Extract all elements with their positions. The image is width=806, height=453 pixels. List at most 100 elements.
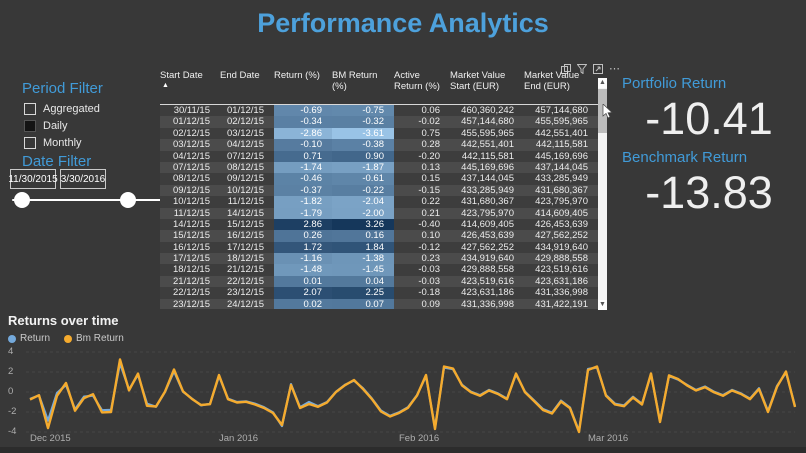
- table-cell: 1.72: [274, 241, 332, 254]
- table-cell: 442,551,401: [535, 127, 588, 139]
- table-row[interactable]: 11/12/15 14/12/15 -1.79 -2.00 0.21 423,795,97…: [160, 207, 598, 219]
- table-cell: 23/12/15: [227, 287, 264, 299]
- table-cell: 423,519,616: [461, 275, 514, 287]
- table-row[interactable]: 15/12/15 16/12/15 0.26 0.16 0.10 426,453,639 4…: [160, 230, 598, 242]
- date-slider-handle-left[interactable]: [14, 192, 30, 208]
- table-cell: 0.02: [274, 298, 332, 309]
- table-cell: 15/12/15: [227, 218, 264, 230]
- table-cell: 04/12/15: [173, 150, 210, 162]
- legend-dot-icon: [64, 334, 73, 343]
- period-option-aggregated[interactable]: Aggregated: [24, 101, 100, 117]
- table-row[interactable]: 07/12/15 08/12/15 -1.74 -1.87 0.13 445,169,69…: [160, 161, 598, 174]
- page-title: Performance Analytics: [257, 8, 549, 38]
- date-start-input[interactable]: 11/30/2015: [8, 169, 58, 189]
- table-cell: 01/12/15: [227, 105, 264, 116]
- legend-item[interactable]: Return: [8, 333, 50, 344]
- table-row[interactable]: 30/11/15 01/12/15 -0.69 -0.75 0.06 460,360,24…: [160, 105, 598, 117]
- period-option-monthly[interactable]: Monthly: [24, 135, 100, 151]
- table-cell: -0.61: [332, 173, 394, 185]
- table-cell: 0.28: [421, 139, 441, 151]
- table-row[interactable]: 23/12/15 24/12/15 0.02 0.07 0.09 431,336,998 4…: [160, 298, 598, 309]
- y-axis-tick-label: 0: [8, 386, 14, 397]
- table-body: 30/11/15 01/12/15 -0.69 -0.75 0.06 460,360,24…: [160, 105, 598, 309]
- table-scrollbar[interactable]: ▲ ▼: [598, 78, 607, 310]
- table-row[interactable]: 17/12/15 18/12/15 -1.16 -1.38 0.23 434,919,64…: [160, 253, 598, 265]
- table-row[interactable]: 02/12/15 03/12/15 -2.86 -3.61 0.75 455,595,96…: [160, 127, 598, 140]
- table-cell: -0.18: [418, 287, 440, 299]
- table-cell: 423,795,970: [535, 196, 588, 208]
- table-cell: 11/12/15: [227, 196, 264, 208]
- column-header[interactable]: Market Value Start (EUR): [450, 70, 506, 92]
- table-cell: 442,551,401: [461, 139, 514, 151]
- table-cell: -0.12: [418, 241, 440, 253]
- table-cell: 414,609,405: [461, 218, 514, 230]
- table-cell: -0.69: [274, 105, 332, 117]
- series-bm-return: [29, 358, 797, 434]
- table-cell: 2.86: [274, 218, 332, 231]
- table-cell: 414,609,405: [535, 207, 588, 219]
- checkbox-icon[interactable]: [24, 103, 36, 115]
- table-row[interactable]: 08/12/15 09/12/15 -0.46 -0.61 0.15 437,144,04…: [160, 173, 598, 185]
- column-header[interactable]: Start Date ▲: [160, 70, 203, 89]
- table-cell: 10/12/15: [227, 184, 264, 196]
- table-row[interactable]: 22/12/15 23/12/15 2.07 2.25 -0.18 423,631,186…: [160, 287, 598, 299]
- date-slider-handle-right[interactable]: [120, 192, 136, 208]
- scrollbar-thumb[interactable]: [598, 89, 607, 133]
- table-cell: -0.03: [418, 275, 440, 287]
- table-cell: 0.90: [332, 150, 394, 162]
- bottom-bar: [0, 447, 806, 453]
- copy-icon[interactable]: [561, 64, 571, 74]
- table-cell: -3.61: [332, 127, 394, 140]
- column-header[interactable]: End Date: [220, 70, 260, 81]
- table-cell: 14/12/15: [173, 218, 210, 230]
- table-cell: 0.22: [421, 196, 441, 208]
- portfolio-return-label: Portfolio Return: [622, 75, 727, 92]
- more-options-icon[interactable]: ⋯: [609, 63, 621, 75]
- table-cell: 0.26: [274, 230, 332, 242]
- column-header[interactable]: Market Value End (EUR): [524, 70, 580, 92]
- table-cell: 11/12/15: [173, 207, 210, 219]
- period-option-daily[interactable]: Daily: [24, 118, 100, 134]
- table-cell: -0.34: [274, 116, 332, 128]
- chart-legend: Return Bm Return: [8, 333, 124, 344]
- table-row[interactable]: 21/12/15 22/12/15 0.01 0.04 -0.03 423,519,616…: [160, 275, 598, 288]
- table-cell: 01/12/15: [173, 116, 210, 128]
- column-header[interactable]: Return (%): [274, 70, 320, 81]
- table-cell: -1.87: [332, 161, 394, 174]
- table-row[interactable]: 01/12/15 02/12/15 -0.34 -0.32 -0.02 457,144,6…: [160, 116, 598, 128]
- table-cell: 07/12/15: [227, 150, 264, 162]
- table-row[interactable]: 14/12/15 15/12/15 2.86 3.26 -0.40 414,609,405…: [160, 218, 598, 231]
- checkbox-icon[interactable]: [24, 137, 36, 149]
- table-row[interactable]: 04/12/15 07/12/15 0.71 0.90 -0.20 442,115,581…: [160, 150, 598, 162]
- table-row[interactable]: 10/12/15 11/12/15 -1.82 -2.04 0.22 431,680,36…: [160, 196, 598, 208]
- date-slider-track[interactable]: [12, 199, 162, 201]
- scrollbar-down-arrow[interactable]: ▼: [598, 300, 607, 310]
- legend-item[interactable]: Bm Return: [64, 333, 124, 344]
- column-header[interactable]: BM Return (%): [332, 70, 378, 92]
- table-row[interactable]: 09/12/15 10/12/15 -0.37 -0.22 -0.15 433,285,9…: [160, 184, 598, 197]
- table-cell: 0.01: [274, 275, 332, 288]
- table-row[interactable]: 16/12/15 17/12/15 1.72 1.84 -0.12 427,562,252…: [160, 241, 598, 254]
- x-axis-tick-label: Jan 2016: [219, 433, 259, 444]
- table-cell: 09/12/15: [227, 173, 264, 185]
- table-cell: 15/12/15: [173, 230, 210, 242]
- table-row[interactable]: 18/12/15 21/12/15 -1.48 -1.45 -0.03 429,888,5…: [160, 264, 598, 276]
- legend-dot-icon: [8, 334, 16, 343]
- y-axis-tick-label: -2: [8, 406, 17, 417]
- table-cell: -0.02: [418, 116, 440, 128]
- table-cell: 10/12/15: [173, 196, 210, 208]
- focus-mode-icon[interactable]: [593, 64, 603, 74]
- table-cell: 437,144,045: [461, 173, 514, 185]
- table-cell: 431,680,367: [535, 184, 588, 196]
- table-cell: 0.15: [421, 173, 441, 185]
- column-header[interactable]: Active Return (%): [394, 70, 440, 92]
- table-cell: 442,115,581: [461, 150, 514, 162]
- table-row[interactable]: 03/12/15 04/12/15 -0.10 -0.38 0.28 442,551,40…: [160, 139, 598, 151]
- scrollbar-up-arrow[interactable]: ▲: [598, 78, 607, 88]
- table-cell: 426,453,639: [535, 218, 588, 230]
- table-cell: 429,888,558: [461, 264, 514, 276]
- filter-icon[interactable]: [577, 64, 587, 74]
- checkbox-icon[interactable]: [24, 120, 36, 132]
- date-end-input[interactable]: 3/30/2016: [60, 169, 106, 189]
- table-cell: 17/12/15: [227, 241, 264, 253]
